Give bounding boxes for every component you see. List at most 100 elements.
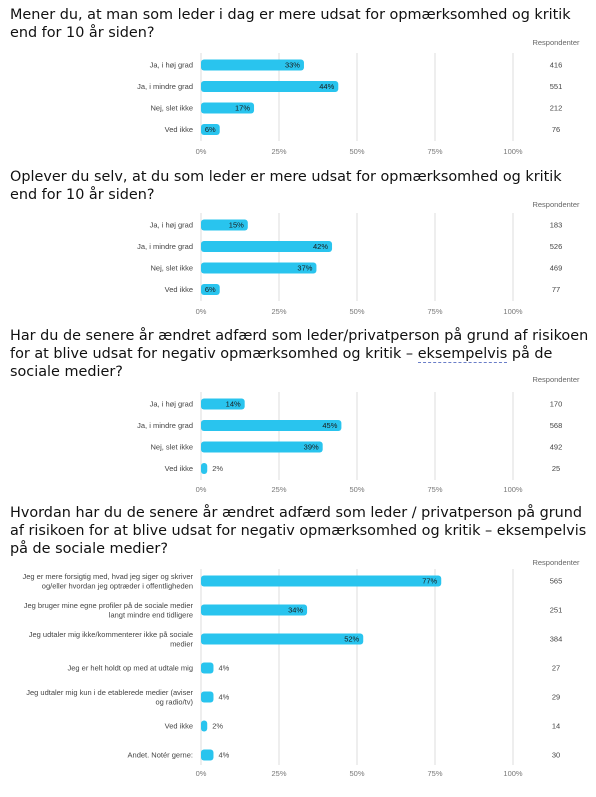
question-3-title-underlined-word: eksempelvis xyxy=(417,346,508,363)
respondents-header: Respondenter xyxy=(532,200,580,209)
category-label: Ja, i mindre grad xyxy=(137,82,193,91)
bar xyxy=(201,691,214,703)
respondent-count: 568 xyxy=(550,421,563,430)
bar xyxy=(201,441,323,453)
bar xyxy=(201,398,245,410)
respondents-header: Respondenter xyxy=(532,558,580,567)
question-2-title: Oplever du selv, at du som leder er mere… xyxy=(10,169,562,203)
bar xyxy=(201,81,339,92)
x-tick-label: 50% xyxy=(349,485,364,494)
bar xyxy=(201,720,208,732)
data-label: 42% xyxy=(313,242,328,251)
data-label: 4% xyxy=(218,751,229,760)
respondent-count: 551 xyxy=(550,82,563,91)
data-label: 17% xyxy=(235,104,250,113)
x-tick-label: 50% xyxy=(349,147,364,156)
x-tick-label: 25% xyxy=(271,307,286,316)
respondent-count: 77 xyxy=(552,285,560,294)
bar xyxy=(201,102,255,114)
question-3-title: Har du de senere år ændret adfærd som le… xyxy=(10,327,590,381)
x-tick-label: 100% xyxy=(503,147,523,156)
data-label: 77% xyxy=(422,577,437,586)
bar xyxy=(201,749,214,761)
respondent-count: 384 xyxy=(550,635,563,644)
data-label: 45% xyxy=(322,421,337,430)
respondent-count: 30 xyxy=(552,751,560,760)
respondent-count: 27 xyxy=(552,664,560,673)
chart-4-bar-chart: 0% 25% 50% 75% 100% Respondenter 77% Jeg er mer… xyxy=(23,558,581,778)
x-tick-label: 100% xyxy=(503,307,523,316)
question-4-title: Hvordan har du de senere år ændret adfær… xyxy=(10,505,587,557)
respondent-count: 212 xyxy=(550,104,563,113)
category-label: Ja, i høj grad xyxy=(150,400,193,409)
data-label: 6% xyxy=(205,125,216,134)
x-tick-label: 0% xyxy=(196,307,207,316)
x-tick-label: 75% xyxy=(427,147,442,156)
x-tick-label: 100% xyxy=(503,769,523,778)
x-tick-label: 0% xyxy=(196,147,207,156)
data-label: 15% xyxy=(229,221,244,230)
x-tick-label: 25% xyxy=(271,147,286,156)
x-tick-label: 50% xyxy=(349,307,364,316)
respondent-count: 14 xyxy=(552,722,560,731)
respondent-count: 183 xyxy=(550,221,563,230)
respondent-count: 76 xyxy=(552,125,560,134)
respondents-header: Respondenter xyxy=(532,375,580,384)
respondent-count: 469 xyxy=(550,264,563,273)
x-tick-label: 75% xyxy=(427,307,442,316)
x-tick-label: 75% xyxy=(427,769,442,778)
data-label: 52% xyxy=(344,635,359,644)
category-label: og/eller hvordan jeg optræder i offentli… xyxy=(42,581,193,590)
bar xyxy=(201,420,342,431)
bar xyxy=(201,59,304,71)
bar xyxy=(201,463,208,474)
category-label: Ved ikke xyxy=(165,722,193,731)
x-tick-label: 50% xyxy=(349,769,364,778)
x-tick-label: 0% xyxy=(196,769,207,778)
category-label: og radio/tv) xyxy=(155,697,193,706)
category-label: Ja, i høj grad xyxy=(150,61,193,70)
data-label: 14% xyxy=(226,400,241,409)
x-tick-label: 0% xyxy=(196,485,207,494)
bar xyxy=(201,124,220,135)
bar xyxy=(201,604,308,616)
question-3-title-part-1: Har du de senere år ændret adfærd som le… xyxy=(10,328,589,362)
respondent-count: 526 xyxy=(550,242,563,251)
chart-2-bar-chart: 0% 25% 50% 75% 100% Respondenter 15% Ja, i høj … xyxy=(137,200,580,316)
category-label: Ja, i mindre grad xyxy=(137,421,193,430)
chart-1-bar-chart: 0% 25% 50% 75% 100% Respondenter 33% Ja, i høj … xyxy=(137,38,580,156)
bar xyxy=(201,633,364,645)
bar xyxy=(201,284,220,295)
category-label: Nej, slet ikke xyxy=(150,264,193,273)
x-tick-label: 75% xyxy=(427,485,442,494)
x-tick-label: 100% xyxy=(503,485,523,494)
bar xyxy=(201,219,248,231)
category-label: Jeg bruger mine egne profiler på de soci… xyxy=(24,601,194,610)
respondents-header: Respondenter xyxy=(532,38,580,47)
category-label: langt mindre end tidligere xyxy=(109,610,193,619)
bar xyxy=(201,575,442,587)
category-label: Jeg er helt holdt op med at udtale mig xyxy=(68,664,194,673)
category-label: medier xyxy=(170,639,193,648)
respondent-count: 251 xyxy=(550,606,563,615)
data-label: 6% xyxy=(205,285,216,294)
respondent-count: 25 xyxy=(552,464,560,473)
bar xyxy=(201,662,214,674)
data-label: 37% xyxy=(297,264,312,273)
bar xyxy=(201,241,333,252)
category-label: Jeg udtaler mig kun i de etablerede medi… xyxy=(26,688,193,697)
respondent-count: 565 xyxy=(550,577,563,586)
category-label: Ja, i mindre grad xyxy=(137,242,193,251)
bar xyxy=(201,262,317,274)
respondent-count: 170 xyxy=(550,400,563,409)
category-label: Ved ikke xyxy=(165,125,193,134)
question-3-title-part-3: på de sociale medier? xyxy=(10,346,553,380)
chart-3-bar-chart: 0% 25% 50% 75% 100% Respondenter 14% Ja, i høj … xyxy=(137,375,580,494)
x-tick-label: 25% xyxy=(271,485,286,494)
data-label: 33% xyxy=(285,61,300,70)
data-label: 2% xyxy=(212,722,223,731)
respondent-count: 29 xyxy=(552,693,560,702)
data-label: 39% xyxy=(304,443,319,452)
x-tick-label: 25% xyxy=(271,769,286,778)
data-label: 44% xyxy=(319,82,334,91)
